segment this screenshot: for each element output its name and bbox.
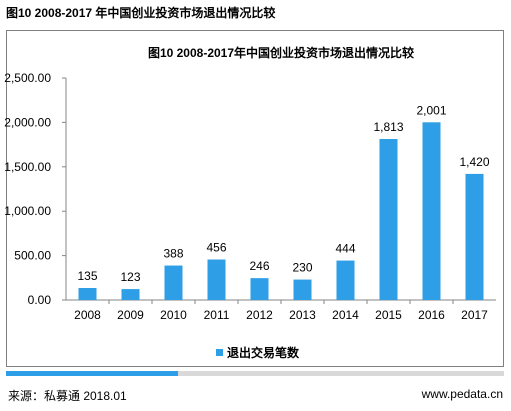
bar — [379, 139, 398, 300]
bar-value-label: 135 — [77, 269, 97, 283]
x-tick-label: 2014 — [332, 308, 359, 322]
y-tick-label: 0.00 — [28, 293, 52, 307]
footer-divider — [6, 371, 504, 376]
bar-value-label: 230 — [292, 261, 312, 275]
bar-value-label: 456 — [206, 241, 226, 255]
bar — [121, 289, 140, 300]
x-tick-label: 2012 — [246, 308, 273, 322]
bar — [164, 265, 183, 300]
x-tick-label: 2010 — [160, 308, 187, 322]
footer-accent-bar — [6, 371, 178, 376]
x-tick-label: 2015 — [375, 308, 402, 322]
site-url: www.pedata.cn — [421, 387, 503, 401]
bar — [250, 278, 269, 300]
x-tick-label: 2011 — [204, 308, 230, 322]
source-note: 来源：私募通 2018.01 — [8, 389, 127, 403]
bar — [336, 260, 355, 300]
page-title: 图10 2008-2017 年中国创业投资市场退出情况比较 — [6, 6, 276, 20]
y-tick-label: 2,500.00 — [4, 71, 51, 85]
x-tick-label: 2013 — [289, 308, 316, 322]
y-tick-label: 500.00 — [14, 249, 51, 263]
y-tick-label: 1,000.00 — [4, 204, 51, 218]
bar-value-label: 1,813 — [373, 120, 403, 134]
bar — [465, 173, 484, 300]
bar — [293, 279, 312, 300]
bar — [207, 259, 226, 300]
bar — [422, 122, 441, 300]
bar — [78, 288, 97, 300]
bar-value-label: 2,001 — [416, 103, 446, 117]
bar-value-label: 123 — [120, 270, 140, 284]
bar-value-label: 246 — [249, 259, 269, 273]
bar-value-label: 388 — [163, 247, 183, 261]
bar-value-label: 1,420 — [459, 155, 489, 169]
x-tick-label: 2009 — [117, 308, 144, 322]
legend-swatch — [216, 349, 223, 356]
y-tick-label: 2,000.00 — [4, 115, 51, 129]
bar-value-label: 444 — [335, 242, 355, 256]
chart-frame — [6, 30, 504, 367]
chart-title: 图10 2008-2017年中国创业投资市场退出情况比较 — [148, 45, 414, 60]
x-tick-label: 2008 — [74, 308, 101, 322]
legend-label: 退出交易笔数 — [227, 345, 300, 360]
y-tick-label: 1,500.00 — [4, 160, 51, 174]
x-tick-label: 2017 — [461, 308, 488, 322]
x-tick-label: 2016 — [418, 308, 445, 322]
